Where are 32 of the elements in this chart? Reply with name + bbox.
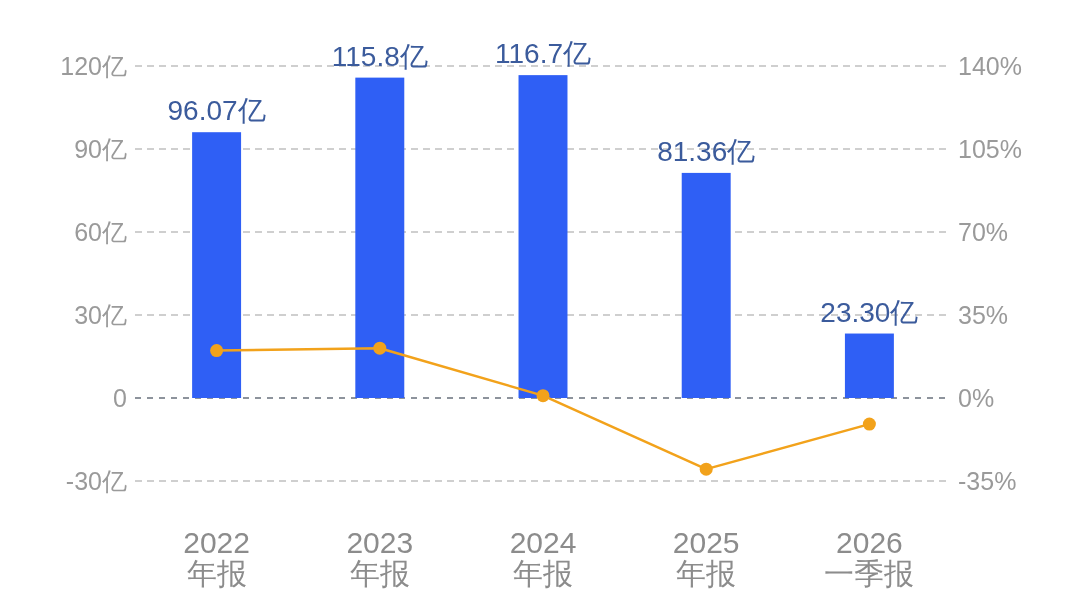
bar — [844, 333, 894, 398]
bar — [192, 132, 242, 398]
y-tick-label: 60亿 — [74, 218, 127, 246]
y-tick-label: 30亿 — [74, 301, 127, 329]
y2-tick-label: 105% — [958, 135, 1022, 163]
x-tick-label: 2024 年报 — [509, 526, 577, 590]
point — [536, 389, 550, 403]
data-label: 115.8亿 — [331, 40, 428, 72]
point — [373, 341, 387, 355]
data-label: 23.30亿 — [820, 296, 919, 328]
y-tick-label: 90亿 — [74, 135, 127, 163]
point — [699, 462, 713, 476]
x-tick-label: 2022 年报 — [183, 526, 250, 590]
x-tick-label: 2023 年报 — [346, 526, 414, 590]
data-label: 116.7亿 — [495, 38, 591, 70]
x-tick-label: 2025 年报 — [672, 526, 740, 590]
bar — [681, 172, 731, 398]
y-tick-label: 0 — [113, 384, 127, 412]
bar — [355, 77, 405, 398]
point — [862, 417, 876, 431]
y2-tick-label: 0% — [958, 384, 995, 412]
point — [210, 344, 224, 358]
y-tick-label: 120亿 — [60, 52, 127, 80]
data-label: 96.07亿 — [167, 95, 266, 127]
y2-tick-label: -35% — [958, 467, 1017, 495]
y2-tick-label: 70% — [958, 218, 1009, 246]
data-label: 81.36亿 — [657, 135, 756, 167]
y2-tick-label: 35% — [958, 301, 1009, 329]
y2-tick-label: 140% — [958, 52, 1022, 80]
x-tick-label: 2026 一季报 — [824, 526, 915, 590]
bar — [518, 75, 568, 398]
y-tick-label: -30亿 — [65, 467, 127, 495]
